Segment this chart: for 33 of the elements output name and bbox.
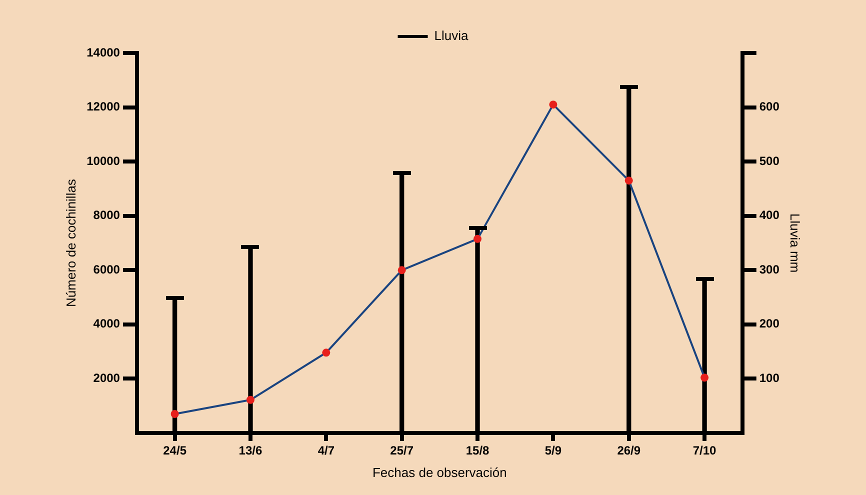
y-tick-label: 10000 xyxy=(86,154,120,168)
y2-tick-label: 400 xyxy=(759,208,780,222)
point xyxy=(246,396,254,404)
y-tick-label: 2000 xyxy=(93,371,120,386)
x-tick-label: 25/7 xyxy=(390,444,414,458)
point xyxy=(549,100,558,109)
y2-tick-label: 600 xyxy=(759,100,780,114)
x-tick-label: 24/5 xyxy=(163,444,187,458)
x-axis-title: Fechas de observación xyxy=(372,464,507,480)
y-axis-title: Número de cochinillas xyxy=(63,178,78,307)
point xyxy=(474,234,482,243)
y-tick-label: 6000 xyxy=(93,262,120,276)
y2-tick-label: 500 xyxy=(759,154,780,168)
y2-tick-label: 100 xyxy=(759,371,780,386)
y-tick-label: 14000 xyxy=(86,45,120,60)
x-tick-label: 15/8 xyxy=(466,444,490,458)
y-tick-label: 4000 xyxy=(93,316,120,331)
x-tick-label: 4/7 xyxy=(318,444,335,458)
point xyxy=(170,410,179,418)
point xyxy=(700,374,709,382)
x-tick-label: 5/9 xyxy=(544,444,562,458)
point xyxy=(322,348,330,357)
legend-label: Lluvia xyxy=(434,28,470,44)
y2-axis-title: Lluvia mm xyxy=(788,213,803,273)
x-tick-label: 7/10 xyxy=(692,444,717,458)
y-tick-label: 8000 xyxy=(93,208,120,222)
point xyxy=(624,176,633,185)
x-tick-label: 13/6 xyxy=(238,444,262,458)
x-tick-label: 26/9 xyxy=(617,444,641,458)
y2-tick-label: 300 xyxy=(759,262,780,276)
y2-tick-label: 200 xyxy=(759,316,780,331)
point xyxy=(398,266,406,274)
y-tick-label: 12000 xyxy=(86,100,120,114)
